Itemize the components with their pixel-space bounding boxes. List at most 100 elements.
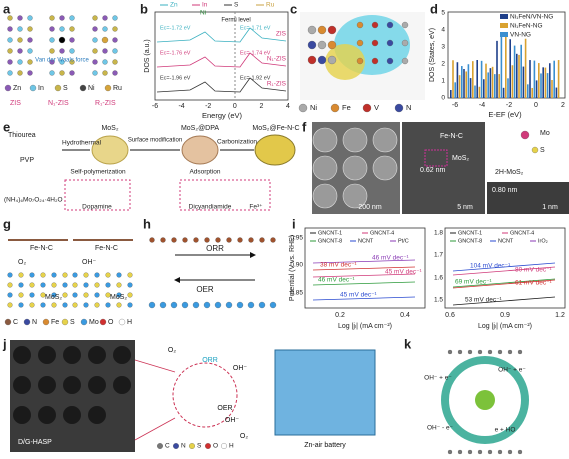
label: MoS₂@DPA — [181, 125, 219, 132]
atom — [102, 59, 108, 65]
decor-bar — [458, 75, 461, 98]
pore — [113, 376, 131, 394]
atom — [94, 282, 100, 288]
label: 38 mV dec⁻¹ — [320, 262, 358, 269]
label: NCNT — [498, 238, 514, 244]
atom — [49, 70, 55, 76]
label: VN-NG — [510, 32, 531, 39]
atom — [215, 237, 221, 243]
label: O — [213, 443, 218, 450]
atom — [170, 301, 178, 309]
atom — [112, 37, 118, 43]
atom — [105, 282, 111, 288]
atom — [83, 282, 89, 288]
label: Fe-N-C — [95, 245, 118, 252]
label: Ec=-1.76 eV — [160, 50, 191, 56]
box — [64, 179, 131, 211]
label: GNCNT-4 — [370, 230, 394, 236]
label: C — [13, 319, 18, 326]
pore — [88, 406, 106, 424]
atom — [51, 302, 57, 308]
atom — [116, 292, 122, 298]
atom — [149, 237, 155, 243]
atom — [101, 36, 109, 44]
label: 0.2 — [335, 312, 345, 319]
atom — [181, 301, 189, 309]
label: 3 — [441, 44, 445, 51]
atom — [520, 130, 530, 140]
atom — [27, 37, 33, 43]
pore — [13, 406, 31, 424]
label: 2 — [441, 61, 445, 68]
atom — [17, 48, 23, 54]
label: O₂ — [168, 347, 176, 354]
decor-bar — [461, 66, 463, 98]
atom — [17, 15, 23, 21]
decor-bar — [476, 60, 478, 98]
atom — [401, 57, 409, 65]
atom — [356, 57, 364, 65]
decor — [452, 266, 556, 276]
atom — [72, 272, 78, 278]
label: OH⁻ + e⁻ — [424, 375, 452, 382]
atom — [7, 26, 13, 32]
label: 45 mV dec⁻¹ — [340, 292, 378, 299]
label: 200 nm — [358, 204, 382, 211]
decor-bar — [454, 82, 456, 98]
decor-bar — [456, 62, 459, 98]
pore — [63, 406, 81, 424]
atom — [205, 443, 211, 449]
decor-bar — [480, 60, 483, 98]
decor-bar — [524, 38, 527, 98]
atom — [112, 48, 118, 54]
label: 1.7 — [434, 252, 443, 259]
flower — [342, 155, 368, 181]
atom — [7, 70, 13, 76]
label: O₂ — [18, 259, 26, 266]
pore — [63, 346, 81, 364]
label: 2 — [259, 103, 263, 110]
atom — [69, 15, 75, 21]
decor-bar — [485, 63, 487, 98]
label: -2 — [506, 102, 512, 109]
atom — [7, 282, 13, 288]
label: GNCNT-1 — [318, 230, 342, 236]
atom — [248, 237, 254, 243]
atom — [171, 237, 177, 243]
label: S — [197, 443, 202, 450]
label: Fe — [342, 103, 351, 112]
label: 104 mV dec⁻¹ — [470, 263, 511, 270]
atom — [94, 272, 100, 278]
label: OH⁻ — [225, 417, 240, 424]
label: Zn — [170, 2, 178, 9]
atom — [371, 39, 379, 47]
atom — [386, 57, 394, 65]
label: 1 — [441, 78, 445, 85]
panel-label: c — [290, 1, 297, 16]
atom — [457, 349, 463, 355]
atom — [7, 15, 13, 21]
atom — [92, 48, 98, 54]
atom — [507, 449, 513, 455]
atom — [236, 301, 244, 309]
atom — [105, 292, 111, 298]
decor-bar — [520, 44, 522, 98]
label: Mo — [89, 319, 99, 326]
atom — [18, 292, 24, 298]
atom — [49, 37, 55, 43]
label: 0.4 — [400, 312, 410, 319]
label: MoS₂ — [110, 294, 127, 301]
label: 1.2 — [555, 312, 565, 319]
label: Ru — [266, 2, 275, 9]
decor-bar — [518, 54, 520, 98]
legend-swatch — [500, 32, 508, 37]
atom — [497, 449, 503, 455]
decor-bar — [549, 63, 551, 98]
atom — [92, 70, 98, 76]
label: Fe — [51, 319, 59, 326]
label: OH⁻ — [82, 259, 97, 266]
decor-bar — [498, 74, 500, 98]
label: Dopamine — [82, 204, 112, 211]
label: Potential (V vs. RHE) — [289, 235, 296, 301]
